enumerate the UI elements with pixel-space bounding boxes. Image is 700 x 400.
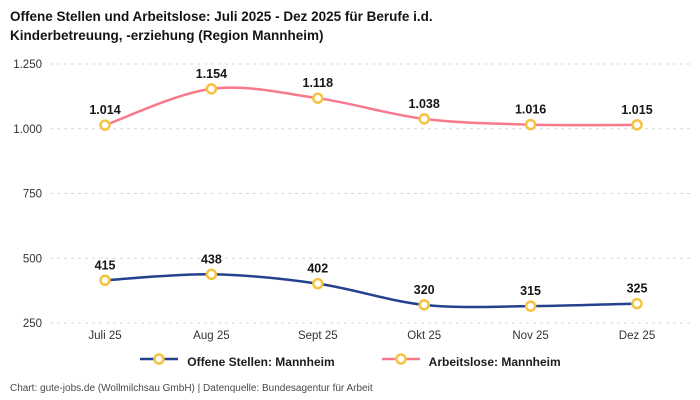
legend-label-offene-stellen: Offene Stellen: Mannheim (187, 354, 335, 369)
chart-title-line1: Offene Stellen und Arbeitslose: Juli 202… (10, 9, 433, 24)
x-axis-label: Sept 25 (298, 330, 338, 342)
data-point-label: 325 (627, 281, 648, 295)
x-axis-label: Juli 25 (88, 330, 121, 342)
data-point-label: 402 (307, 261, 328, 275)
data-point-marker[interactable] (312, 277, 324, 290)
data-point-label: 415 (95, 258, 116, 272)
y-axis-tick-label: 1.250 (13, 59, 42, 71)
data-point-label: 438 (201, 252, 222, 266)
legend-item-arbeitslose[interactable]: Arbeitslose: Mannheim (381, 352, 561, 371)
data-point-label: 1.015 (621, 103, 652, 117)
data-point-label: 320 (414, 283, 435, 297)
x-axis-label: Dez 25 (619, 330, 655, 342)
legend-item-offene-stellen[interactable]: Offene Stellen: Mannheim (139, 352, 335, 371)
y-axis-tick-label: 750 (23, 188, 42, 200)
data-point-label: 1.118 (303, 76, 334, 90)
data-point-label: 1.016 (515, 102, 546, 116)
legend-swatch-arbeitslose (381, 352, 421, 371)
data-point-marker[interactable] (418, 298, 430, 311)
chart-title: Offene Stellen und Arbeitslose: Juli 202… (0, 0, 700, 46)
data-point-marker[interactable] (418, 112, 430, 125)
y-axis-tick-label: 1.000 (13, 124, 42, 136)
legend-swatch-graphic (381, 353, 420, 366)
data-point-marker[interactable] (99, 119, 111, 131)
y-axis-tick-label: 250 (23, 318, 42, 330)
chart-title-line2: Kinderbetreuung, -erziehung (Region Mann… (10, 27, 324, 43)
legend-label-arbeitslose: Arbeitslose: Mannheim (428, 354, 561, 369)
data-point-label: 1.038 (409, 97, 440, 111)
x-axis-label: Okt 25 (407, 330, 441, 342)
x-axis-label: Aug 25 (193, 330, 229, 342)
data-point-marker[interactable] (524, 118, 537, 131)
data-point-marker[interactable] (205, 82, 218, 95)
data-point-marker[interactable] (205, 268, 218, 280)
data-point-marker[interactable] (312, 92, 324, 104)
legend: Offene Stellen: Mannheim Arbeitslose: Ma… (0, 350, 700, 374)
data-point-marker[interactable] (524, 300, 537, 312)
legend-swatch-graphic (140, 353, 179, 366)
y-axis-tick-label: 500 (23, 253, 42, 265)
line-chart: 250 500 750 1.000 1.250 Juli 25 Aug 25 Sept 25 O… (13, 59, 692, 342)
series-line-offene-stellen-mannheim (104, 272, 638, 309)
series-line-arbeitslose-mannheim (104, 86, 638, 127)
data-point-marker[interactable] (99, 274, 111, 286)
data-point-label: 1.154 (196, 67, 227, 81)
chart-footer: Chart: gute-jobs.de (Wollmilchsau GmbH) … (10, 383, 373, 394)
data-point-marker[interactable] (631, 118, 643, 131)
data-point-label: 315 (520, 284, 541, 298)
x-axis-label: Nov 25 (512, 330, 548, 342)
data-point-marker[interactable] (631, 297, 643, 310)
legend-swatch-offene-stellen (139, 352, 179, 371)
data-point-label: 1.014 (89, 103, 120, 117)
